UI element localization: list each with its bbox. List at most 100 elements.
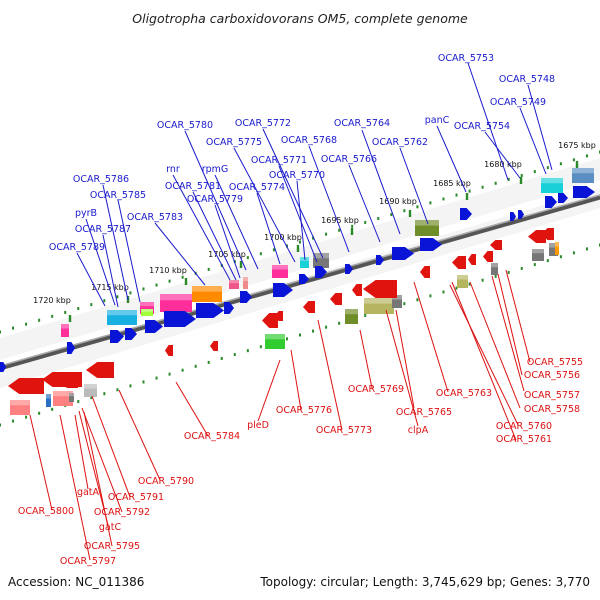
forward-gene-arrow xyxy=(299,274,309,284)
tick-mark-outer xyxy=(25,322,28,326)
reverse-gene-arrow xyxy=(210,341,218,351)
leader-line xyxy=(172,174,231,281)
forward-gene-label: OCAR_5774 xyxy=(229,182,285,193)
reverse-gene-label: OCAR_5765 xyxy=(396,407,452,418)
reverse-gene-label: OCAR_5758 xyxy=(524,404,580,415)
forward-gene-label: OCAR_5783 xyxy=(127,212,183,223)
tick-mark-outer xyxy=(129,291,132,295)
leader-line xyxy=(519,107,547,175)
tick-mark-inner xyxy=(312,329,315,333)
reverse-gene-label: OCAR_5776 xyxy=(276,405,332,416)
tick-mark-inner xyxy=(533,263,536,267)
tick-mark-outer xyxy=(0,330,1,334)
leader-line xyxy=(83,411,113,547)
tick-mark-inner xyxy=(38,411,41,415)
forward-gene-label: OCAR_5768 xyxy=(281,135,337,146)
gene-block xyxy=(107,310,137,325)
reverse-gene-label: gatC xyxy=(99,522,122,533)
scale-label: 1675 kbp xyxy=(558,141,596,150)
reverse-gene-arrow xyxy=(58,375,78,388)
tick-mark-outer xyxy=(572,158,575,162)
tick-mark-inner xyxy=(403,302,406,306)
leader-line xyxy=(257,359,281,422)
reverse-gene-label: OCAR_5755 xyxy=(527,357,583,368)
tick-mark-inner xyxy=(155,376,158,380)
scale-label: 1695 kbp xyxy=(321,216,359,225)
tick-mark-outer xyxy=(507,177,510,181)
gene-block xyxy=(364,298,394,314)
forward-gene-arrow xyxy=(376,255,384,265)
forward-gene-arrow xyxy=(420,238,442,251)
tick-mark-outer xyxy=(12,326,15,330)
gene-block xyxy=(69,393,74,402)
tick-mark-inner xyxy=(442,290,445,294)
gene-block xyxy=(243,277,248,289)
major-tick xyxy=(68,315,72,322)
reverse-gene-label: gatA xyxy=(77,487,100,498)
leader-line xyxy=(117,199,141,303)
forward-gene-arrow xyxy=(315,266,327,278)
forward-gene-arrow xyxy=(0,362,6,372)
tick-mark-inner xyxy=(129,384,132,388)
forward-gene-label: OCAR_5753 xyxy=(438,53,494,64)
reverse-gene-arrow xyxy=(542,228,554,240)
leader-line xyxy=(359,329,373,389)
gene-block xyxy=(265,334,285,349)
gene-labels: OCAR_5753 OCAR_5748 OCAR_5749 OCAR_5754 panC… xyxy=(18,53,583,567)
gene-block xyxy=(272,265,288,278)
label-leaders xyxy=(29,62,553,561)
reverse-gene-arrow xyxy=(452,256,466,269)
forward-gene-arrow xyxy=(125,328,137,340)
forward-gene-label: OCAR_5748 xyxy=(499,74,555,85)
leader-line xyxy=(102,184,129,301)
gene-block xyxy=(313,253,329,268)
tick-mark-inner xyxy=(494,274,497,278)
major-tick xyxy=(239,261,243,268)
forward-gene-label: OCAR_5780 xyxy=(157,120,213,131)
gene-block xyxy=(415,220,439,236)
major-tick xyxy=(184,278,188,285)
leader-line xyxy=(527,84,553,171)
tick-mark-outer xyxy=(77,307,80,311)
tick-mark-outer xyxy=(481,185,484,189)
gene-block xyxy=(572,168,594,183)
gene-arrows xyxy=(0,186,595,394)
tick-mark-outer xyxy=(390,213,393,217)
tick-mark-inner xyxy=(246,349,249,353)
reverse-gene-label: OCAR_5790 xyxy=(138,476,194,487)
forward-gene-label: OCAR_5770 xyxy=(269,170,325,181)
reverse-gene-label: OCAR_5756 xyxy=(524,370,580,381)
reverse-gene-arrow xyxy=(86,362,114,378)
forward-gene-label: OCAR_5781 xyxy=(165,181,221,192)
scale-label: 1700 kbp xyxy=(264,233,302,242)
leader-line xyxy=(85,218,116,306)
reverse-gene-label: pleD xyxy=(247,420,269,431)
reverse-gene-arrow xyxy=(352,284,362,296)
reverse-gene-label: OCAR_5760 xyxy=(496,421,552,432)
gene-block xyxy=(457,275,468,288)
gene-block xyxy=(46,394,51,407)
gene-block xyxy=(555,242,559,255)
gene-block xyxy=(491,263,498,275)
forward-gene-arrow xyxy=(110,330,124,343)
reverse-gene-arrow xyxy=(528,230,546,243)
tick-mark-outer xyxy=(246,256,249,260)
tick-mark-inner xyxy=(12,419,15,423)
tick-mark-inner xyxy=(259,345,262,349)
leader-line xyxy=(59,414,91,561)
reverse-gene-arrow xyxy=(420,266,430,278)
forward-gene-arrow xyxy=(164,311,196,327)
tick-mark-inner xyxy=(585,247,588,251)
reverse-gene-label: OCAR_5797 xyxy=(60,556,116,567)
tick-mark-outer xyxy=(38,318,41,322)
leader-line xyxy=(413,281,449,393)
tick-mark-outer xyxy=(168,279,171,283)
tick-mark-inner xyxy=(546,259,549,263)
gene-block xyxy=(549,243,558,256)
leader-line xyxy=(154,222,206,286)
leader-line xyxy=(233,147,296,263)
forward-gene-arrow xyxy=(273,283,293,297)
leader-line xyxy=(449,284,519,426)
tick-mark-outer xyxy=(299,240,301,244)
tick-mark-outer xyxy=(364,220,367,224)
